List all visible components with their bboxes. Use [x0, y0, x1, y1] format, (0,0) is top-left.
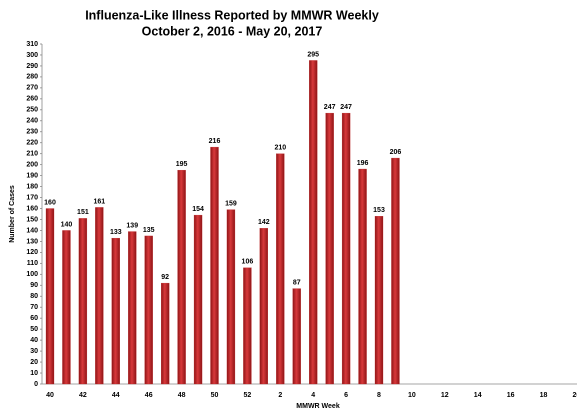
- value-label: 195: [176, 161, 188, 168]
- y-tick-label: 120: [26, 249, 38, 256]
- x-axis-title: MMWR Week: [296, 403, 340, 410]
- x-tick-label: 46: [145, 392, 153, 399]
- y-tick-label: 130: [26, 238, 38, 245]
- bar: [210, 146, 219, 385]
- x-tick-label: 50: [211, 392, 219, 399]
- x-tick-label: 16: [507, 392, 515, 399]
- bar: [193, 214, 203, 385]
- y-tick-label: 190: [26, 172, 38, 179]
- value-label: 295: [307, 51, 319, 58]
- y-tick-label: 220: [26, 140, 38, 147]
- x-tick-label: 6: [344, 392, 348, 399]
- value-label: 247: [340, 104, 352, 111]
- bar: [358, 168, 367, 385]
- bar: [259, 228, 269, 385]
- value-label: 133: [110, 229, 122, 236]
- value-label: 135: [143, 227, 155, 234]
- bar: [95, 207, 104, 385]
- x-tick-label: 52: [244, 392, 252, 399]
- y-tick-label: 200: [26, 161, 38, 168]
- value-label: 153: [373, 207, 385, 214]
- value-label: 160: [44, 199, 56, 206]
- bar: [45, 208, 55, 385]
- value-label: 216: [209, 138, 221, 145]
- x-tick-label: 18: [540, 392, 548, 399]
- x-tick-label: 2: [278, 392, 282, 399]
- y-tick-label: 60: [30, 315, 38, 322]
- y-tick-label: 20: [30, 359, 38, 366]
- value-label: 151: [77, 209, 89, 216]
- y-tick-label: 140: [26, 227, 38, 234]
- x-tick-label: 42: [79, 392, 87, 399]
- value-label: 87: [293, 279, 301, 286]
- x-tick-label: 10: [408, 392, 416, 399]
- y-tick-label: 150: [26, 216, 38, 223]
- value-label: 139: [126, 222, 138, 229]
- bar: [160, 282, 170, 385]
- y-tick-label: 270: [26, 85, 38, 92]
- value-label: 142: [258, 219, 270, 226]
- bar: [341, 112, 351, 385]
- bar: [226, 209, 236, 385]
- y-tick-label: 100: [26, 271, 38, 278]
- value-label: 161: [94, 198, 106, 205]
- bar: [325, 112, 334, 385]
- y-tick-label: 10: [30, 370, 38, 377]
- bar: [144, 235, 153, 385]
- value-label: 154: [192, 206, 204, 213]
- bar: [243, 267, 252, 385]
- y-tick-label: 180: [26, 183, 38, 190]
- value-label: 159: [225, 200, 237, 207]
- value-label: 210: [274, 145, 286, 152]
- y-tick-label: 30: [30, 348, 38, 355]
- y-tick-label: 160: [26, 205, 38, 212]
- y-tick-label: 170: [26, 194, 38, 201]
- x-tick-label: 14: [474, 392, 482, 399]
- y-tick-label: 0: [34, 381, 38, 388]
- bar: [78, 218, 88, 385]
- y-tick-label: 250: [26, 107, 38, 114]
- y-tick-label: 40: [30, 337, 38, 344]
- x-tick-label: 20: [573, 392, 577, 399]
- x-tick-label: 12: [441, 392, 449, 399]
- y-tick-label: 230: [26, 129, 38, 136]
- x-tick-label: 40: [46, 392, 54, 399]
- y-tick-label: 70: [30, 304, 38, 311]
- y-tick-label: 290: [26, 63, 38, 70]
- y-axis-title: Number of Cases: [9, 185, 16, 243]
- value-label: 196: [357, 160, 369, 167]
- y-tick-label: 50: [30, 326, 38, 333]
- bar: [111, 237, 120, 385]
- chart-subtitle: October 2, 2016 - May 20, 2017: [142, 24, 323, 38]
- x-tick-label: 44: [112, 392, 120, 399]
- y-tick-label: 310: [26, 41, 38, 48]
- bar: [309, 60, 318, 385]
- value-label: 106: [242, 259, 254, 266]
- y-tick-label: 300: [26, 52, 38, 59]
- y-tick-label: 80: [30, 293, 38, 300]
- chart-title: Influenza-Like Illness Reported by MMWR …: [85, 8, 379, 22]
- bar: [391, 157, 400, 385]
- bar: [276, 153, 285, 385]
- x-tick-label: 4: [311, 392, 315, 399]
- bar: [374, 216, 384, 385]
- x-tick-label: 48: [178, 392, 186, 399]
- y-tick-label: 110: [27, 260, 38, 267]
- bar: [62, 230, 71, 385]
- value-label: 140: [61, 221, 73, 228]
- bar: [177, 169, 186, 385]
- value-label: 206: [390, 149, 402, 156]
- x-tick-label: 8: [377, 392, 381, 399]
- value-label: 247: [324, 104, 336, 111]
- y-tick-label: 240: [26, 118, 38, 125]
- y-tick-label: 280: [26, 74, 38, 81]
- y-tick-label: 210: [26, 151, 38, 158]
- bar: [292, 288, 301, 385]
- y-tick-label: 260: [26, 96, 38, 103]
- y-tick-label: 90: [30, 282, 38, 289]
- bar: [128, 231, 137, 385]
- value-label: 92: [161, 274, 169, 281]
